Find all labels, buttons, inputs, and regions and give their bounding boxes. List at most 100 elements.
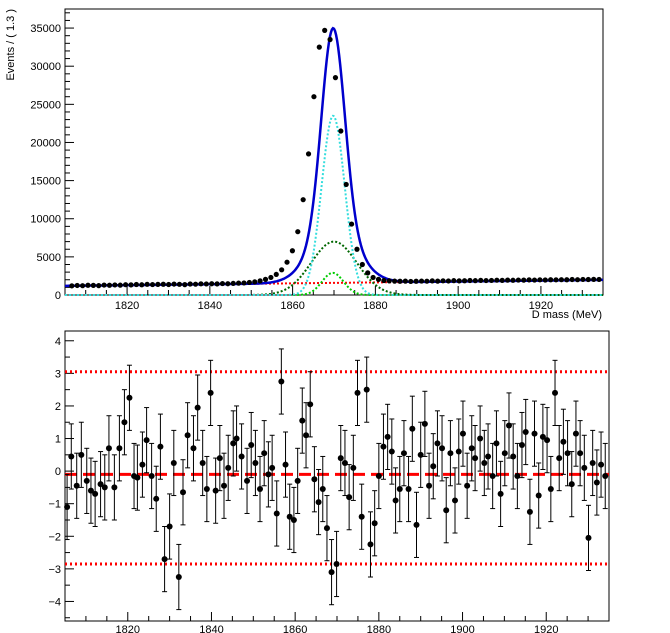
pull-data-point	[225, 464, 232, 471]
fit-data-point	[176, 281, 183, 287]
pull-data-point	[568, 481, 575, 488]
fit-data-point	[580, 276, 586, 283]
fit-y-tick-label: 25000	[30, 99, 61, 111]
pull-data-point	[510, 453, 517, 460]
fit-data-point	[236, 280, 242, 286]
pull-data-point	[539, 433, 546, 440]
pull-data-point	[518, 442, 525, 449]
fit-data-point	[483, 277, 489, 284]
fit-data-point	[348, 221, 355, 227]
fit-data-point	[558, 277, 565, 283]
fit-data-point	[531, 277, 538, 283]
pull-data-point	[363, 386, 370, 393]
pull-data-point	[367, 541, 374, 548]
pull-data-point	[273, 510, 280, 517]
fit-data-point	[515, 277, 521, 283]
fit-data-point	[305, 151, 312, 157]
fit-data-point	[160, 281, 166, 287]
pull-data-point	[83, 477, 90, 484]
fit-data-point	[69, 283, 75, 289]
fit-data-point	[96, 283, 102, 289]
pull-data-point	[328, 569, 335, 576]
fit-data-point	[424, 278, 430, 284]
pull-data-point	[455, 448, 462, 455]
pull-data-point	[585, 534, 592, 541]
fit-data-points	[69, 27, 602, 289]
fit-data-point	[488, 277, 495, 284]
pull-data-point	[505, 422, 512, 429]
pull-data-point	[472, 455, 479, 462]
pull-data-point	[337, 455, 344, 462]
pull-data-point	[134, 474, 141, 481]
pull-data-point	[556, 455, 563, 462]
pull-data-point	[323, 525, 330, 532]
fit-y-tick-label: 15000	[30, 176, 61, 188]
fit-data-point	[467, 277, 473, 284]
pull-data-point	[405, 486, 412, 493]
fit-axis-ticks: 0 5000 10000 15000 20000 25000 30000 35000 1820 1…	[30, 12, 604, 312]
pull-data-point	[413, 521, 420, 528]
pull-x-tick-label: 1880	[367, 624, 391, 633]
pull-data-point	[194, 404, 201, 411]
fit-data-point	[133, 281, 139, 288]
pull-y-tick-label: −3	[48, 564, 61, 576]
pull-data-point	[111, 484, 118, 491]
pull-data-point	[203, 486, 210, 493]
fit-data-point	[553, 277, 559, 283]
fit-data-point	[418, 278, 425, 284]
pull-data-point	[447, 450, 454, 457]
fit-data-point	[429, 278, 435, 284]
fit-data-point	[591, 276, 597, 282]
pull-data-point	[443, 507, 450, 514]
pull-x-tick-label: 1820	[116, 624, 140, 633]
pull-data-point	[514, 473, 521, 479]
pull-data-point	[535, 492, 542, 499]
fit-data-point	[90, 282, 96, 288]
fit-data-point	[564, 277, 570, 283]
fit-data-point	[241, 280, 247, 286]
pull-data-point	[417, 451, 424, 458]
pull-data-point	[78, 451, 85, 458]
pull-data-point	[439, 445, 446, 452]
fit-data-point	[187, 281, 193, 287]
fit-data-point	[106, 282, 113, 288]
pull-data-point	[577, 450, 584, 457]
pull-data-point	[153, 495, 160, 502]
pull-data-point	[547, 486, 554, 493]
pull-data-point	[560, 438, 567, 445]
fit-data-point	[295, 229, 301, 235]
fit-data-point	[510, 277, 516, 283]
pull-data-point	[73, 482, 80, 489]
fit-x-tick-label: 1860	[280, 300, 304, 312]
fit-data-point	[209, 281, 215, 287]
fit-data-point	[192, 281, 199, 287]
pull-data-point	[233, 435, 240, 442]
pull-data-point	[180, 489, 187, 496]
pull-axis-ticks: −4 −3 −2 −1 0 1 2 3 4 1820 1840 1860 1880 1900 1920	[48, 336, 610, 633]
fit-data-point	[322, 27, 328, 33]
fit-data-point	[472, 278, 478, 284]
fit-x-tick-label: 1820	[115, 300, 139, 312]
pull-y-tick-label: −2	[48, 531, 61, 543]
pull-data-point	[421, 420, 428, 427]
pull-x-tick-label: 1920	[534, 624, 558, 633]
pull-x-tick-label: 1860	[283, 624, 307, 633]
fit-data-point	[505, 277, 511, 283]
pull-data-point	[481, 459, 488, 466]
fit-data-point	[144, 281, 150, 287]
pull-data-point	[358, 513, 365, 520]
pull-data-point	[68, 453, 75, 460]
fit-data-point	[375, 276, 382, 282]
pull-data-point	[97, 481, 104, 488]
pull-data-point	[101, 484, 108, 491]
fit-y-tick-label: 5000	[37, 252, 61, 264]
fit-data-point	[445, 278, 452, 284]
pull-data-point	[493, 440, 500, 447]
pull-y-tick-label: 2	[55, 401, 61, 413]
fit-data-point	[74, 282, 80, 289]
pull-data-point	[531, 430, 538, 437]
pull-y-tick-label: 3	[55, 368, 61, 380]
pull-data-point	[282, 461, 289, 468]
fit-data-point	[451, 278, 457, 284]
